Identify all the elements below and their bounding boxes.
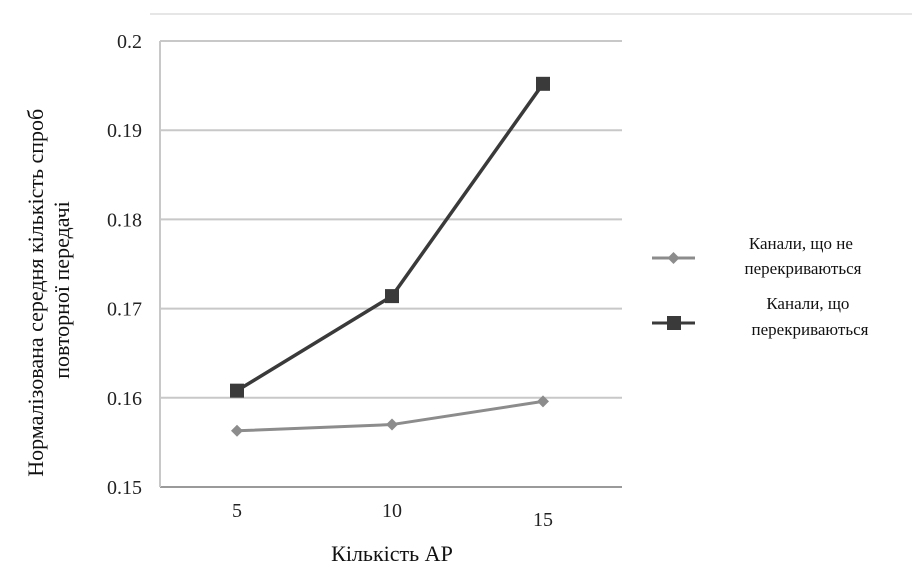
legend-marker-diamond [667,252,680,264]
y-tick-label: 0.17 [107,299,142,321]
y-axis-title: Нормалізована середня кількість спроб по… [23,103,74,477]
x-tick-label: 5 [232,500,242,522]
x-axis-title: Кількість АР [331,541,453,566]
x-tick-labels: 5 10 15 [232,500,553,531]
svg-text:Канали, що перекривают: Канали, що перекриваються [752,294,869,339]
y-tick-label: 0.16 [107,388,142,410]
y-tick-label: 0.19 [107,120,142,142]
svg-text:Канали, що не перекрив: Канали, що не перекриваються [745,234,862,278]
legend-item-non-overlapping: Канали, що не перекриваються [652,234,862,278]
legend: Канали, що не перекриваються Канали, що … [652,234,869,339]
series-group [230,76,550,437]
y-tick-labels: 0.15 0.16 0.17 0.18 0.19 0.2 [107,31,142,499]
legend-label-overlapping-line-2: перекриваються [752,320,869,339]
legend-marker-square [667,316,681,330]
svg-text:Нормалізована середня кількіст: Нормалізована середня кількість спроб по… [23,103,74,476]
legend-label-overlapping-line-1: Канали, що [766,294,849,313]
data-point-diamond [231,424,243,437]
y-tick-label: 0.2 [117,31,142,53]
legend-item-overlapping: Канали, що перекриваються [652,294,869,339]
x-tick-label: 15 [533,509,553,531]
y-tick-label: 0.15 [107,477,142,499]
x-tick-label: 10 [382,500,402,522]
legend-label-non-overlapping-line-1: Канали, що не [749,234,853,253]
data-point-square [536,76,550,91]
y-axis-title-line-1: Нормалізована середня кількість спроб [23,109,48,477]
data-point-square [385,289,399,304]
data-point-square [230,383,244,398]
data-point-diamond [386,418,398,431]
y-tick-label: 0.18 [107,209,142,231]
y-axis-title-line-2: повторної передачі [49,201,74,379]
gridlines [159,40,622,488]
data-point-diamond [537,395,549,408]
legend-label-non-overlapping-line-2: перекриваються [745,259,862,278]
